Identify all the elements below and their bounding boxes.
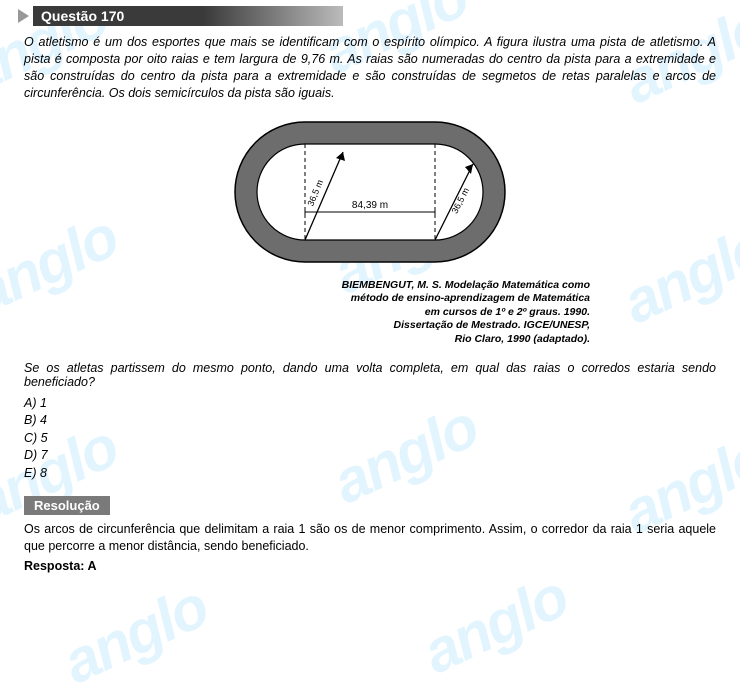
citation-line: método de ensino-aprendizagem de Matemát…: [150, 292, 590, 306]
citation-line: em cursos de 1º e 2º graus. 1990.: [150, 306, 590, 320]
options-list: A) 1 B) 4 C) 5 D) 7 E) 8: [18, 395, 722, 483]
citation-line: Rio Claro, 1990 (adaptado).: [150, 333, 590, 347]
watermark: anglo: [52, 572, 217, 697]
problem-text: O atletismo é um dos esportes que mais s…: [18, 34, 722, 102]
watermark: anglo: [412, 562, 577, 688]
citation-line: BIEMBENGUT, M. S. Modelação Matemática c…: [150, 279, 590, 293]
option-d: D) 7: [24, 447, 716, 465]
play-icon: [18, 9, 29, 23]
question-number: Questão 170: [33, 6, 343, 26]
width-label: 84,39 m: [352, 200, 388, 211]
question-header: Questão 170: [18, 6, 722, 26]
track-figure: 84,39 m 36,5 m 36,5 m: [18, 112, 722, 275]
citation: BIEMBENGUT, M. S. Modelação Matemática c…: [150, 279, 590, 347]
resolution-text: Os arcos de circunferência que delimitam…: [18, 521, 722, 555]
option-e: E) 8: [24, 465, 716, 483]
resolution-header: Resolução: [24, 496, 110, 515]
option-b: B) 4: [24, 412, 716, 430]
option-a: A) 1: [24, 395, 716, 413]
answer: Resposta: A: [18, 559, 722, 573]
question-text: Se os atletas partissem do mesmo ponto, …: [18, 361, 722, 389]
option-c: C) 5: [24, 430, 716, 448]
citation-line: Dissertação de Mestrado. IGCE/UNESP,: [150, 319, 590, 333]
